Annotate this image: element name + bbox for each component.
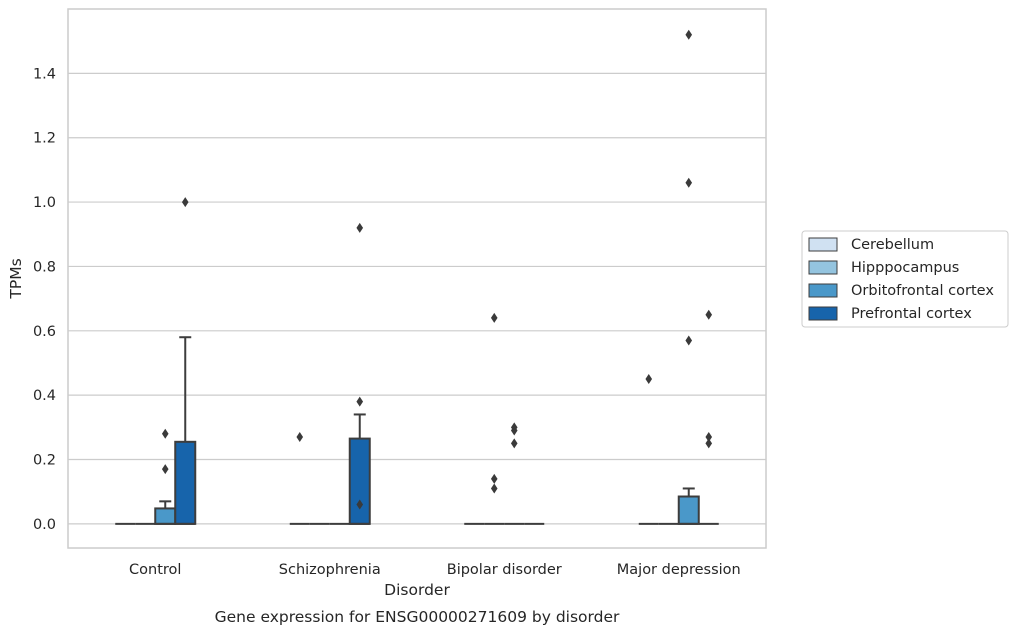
- legend-frame: [801, 230, 1009, 328]
- outlier-point: [161, 464, 169, 475]
- x-tick-label: Bipolar disorder: [447, 562, 562, 578]
- box-prefrontal-cortex-0: [174, 336, 197, 525]
- y-tick-label: 1.2: [33, 131, 56, 147]
- y-tick-label: 0.0: [33, 517, 56, 533]
- legend-label: Cerebellum: [851, 237, 934, 253]
- y-tick-label: 0.8: [33, 259, 56, 275]
- y-tick-label: 0.2: [33, 453, 56, 469]
- box-prefrontal-cortex-1: [348, 413, 371, 525]
- box-orbitofrontal-cortex-3: [677, 487, 700, 525]
- outlier-point: [490, 483, 498, 494]
- x-axis-title: Disorder: [384, 581, 450, 599]
- outlier-point: [705, 431, 713, 442]
- y-tick-label: 1.0: [33, 195, 56, 211]
- y-tick-label: 0.6: [33, 324, 56, 340]
- y-axis-title: TPMs: [7, 258, 25, 299]
- plot-frame: [67, 8, 767, 549]
- legend-label: Prefrontal cortex: [851, 306, 972, 322]
- outlier-point: [685, 335, 693, 346]
- outlier-point: [685, 177, 693, 188]
- legend-swatch: [808, 283, 838, 298]
- x-tick-label: Major depression: [617, 562, 741, 578]
- outlier-point: [685, 29, 693, 40]
- box-body: [348, 437, 371, 525]
- outlier-point: [296, 431, 304, 442]
- outlier-point: [356, 499, 364, 510]
- outlier-point: [356, 222, 364, 233]
- outlier-point: [705, 309, 713, 320]
- legend: Cerebellum Hipppocampus Orbitofrontal cort…: [801, 230, 1009, 328]
- y-tick-label: 1.4: [33, 66, 56, 82]
- box-body: [174, 440, 197, 525]
- outlier-point: [510, 438, 518, 449]
- x-tick-labels: Control Schizophrenia Bipolar disorder Majo…: [129, 562, 741, 578]
- box-orbitofrontal-cortex-0: [154, 500, 177, 525]
- legend-swatch: [808, 260, 838, 275]
- legend-swatch: [808, 237, 838, 252]
- x-tick-label: Control: [129, 562, 181, 578]
- legend-swatch: [808, 306, 838, 321]
- box-body: [154, 507, 177, 525]
- y-tick-labels: 0.0 0.2 0.4 0.6 0.8 1.0 1.2 1.4: [33, 66, 56, 533]
- box-body: [677, 495, 700, 525]
- outlier-point: [645, 374, 653, 385]
- outlier-point: [356, 396, 364, 407]
- legend-label: Hipppocampus: [851, 260, 959, 276]
- gridlines: [68, 72, 766, 525]
- boxes-layer: [115, 336, 719, 525]
- legend-label: Orbitofrontal cortex: [851, 283, 994, 299]
- chart-caption: Gene expression for ENSG00000271609 by d…: [215, 608, 620, 626]
- y-tick-label: 0.4: [33, 388, 56, 404]
- outlier-point: [510, 425, 518, 436]
- outliers-layer: [161, 29, 713, 510]
- outlier-point: [161, 428, 169, 439]
- outlier-point: [490, 312, 498, 323]
- outlier-point: [705, 438, 713, 449]
- outlier-point: [181, 197, 189, 208]
- outlier-point: [490, 473, 498, 484]
- x-tick-label: Schizophrenia: [279, 562, 381, 578]
